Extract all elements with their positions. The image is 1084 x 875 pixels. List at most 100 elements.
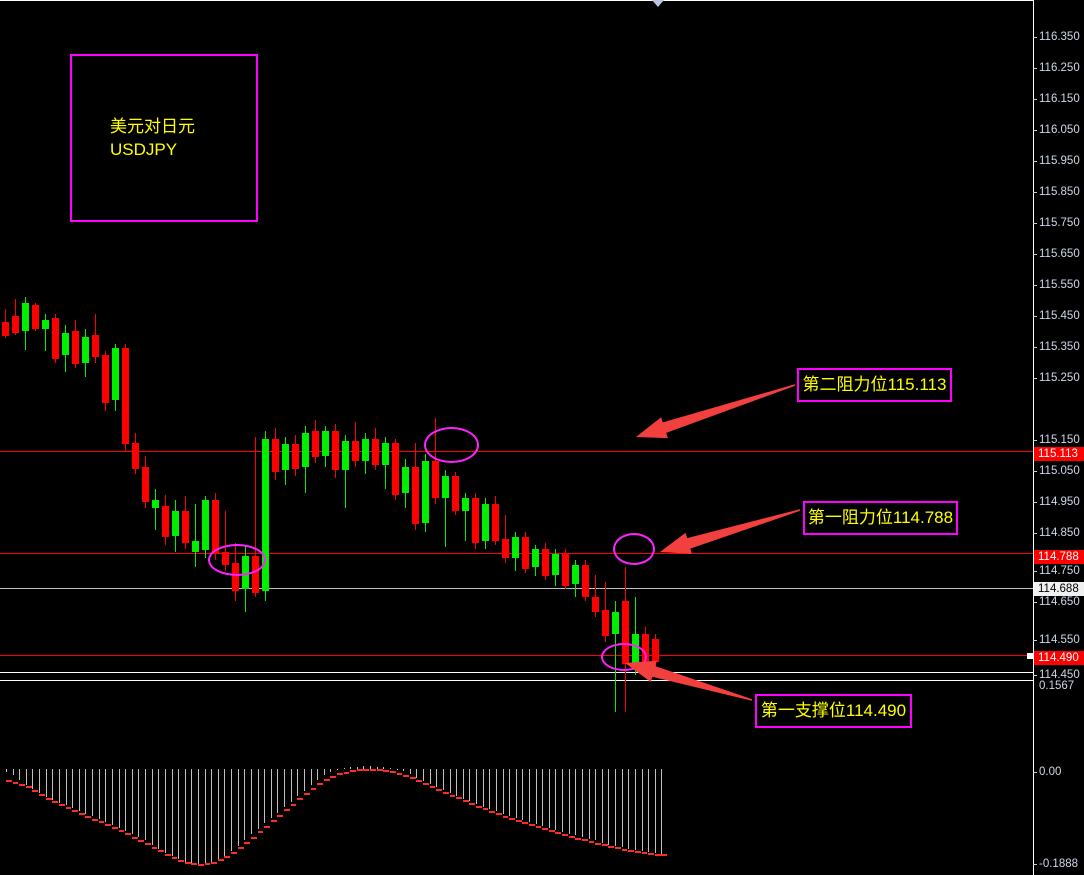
level-line-first-support[interactable] xyxy=(0,655,1033,656)
macd-signal-point xyxy=(612,845,615,848)
macd-histogram-bar xyxy=(164,769,166,853)
support-line-handle[interactable] xyxy=(1027,653,1033,659)
macd-signal-point xyxy=(367,769,370,772)
macd-signal-point xyxy=(301,798,304,801)
first-resistance-note[interactable]: 第一阻力位114.788 xyxy=(803,501,958,535)
macd-histogram-bar xyxy=(270,769,272,819)
macd-histogram-bar xyxy=(562,769,564,833)
macd-histogram-bar xyxy=(65,769,67,805)
candle-body xyxy=(612,611,619,635)
macd-signal-point xyxy=(347,771,350,774)
macd-histogram-bar xyxy=(449,769,451,793)
candle-wick xyxy=(195,503,196,568)
candle-body xyxy=(122,347,129,445)
macd-signal-point xyxy=(433,785,436,788)
macd-signal-point xyxy=(327,779,330,782)
candle-body xyxy=(12,316,19,333)
candle-body xyxy=(352,440,359,462)
macd-histogram-bar xyxy=(6,769,7,772)
candle-body xyxy=(572,565,579,584)
macd-signal-point xyxy=(407,774,409,777)
symbol-title-en: USDJPY xyxy=(110,140,178,159)
macd-histogram-bar xyxy=(396,769,398,771)
macd-signal-point xyxy=(241,846,244,849)
axis-tick xyxy=(1033,130,1037,131)
axis-tick xyxy=(1033,316,1037,317)
axis-tick-label: 115.950 xyxy=(1039,155,1080,167)
candle-body xyxy=(462,498,469,512)
price-axis[interactable] xyxy=(1033,0,1084,875)
price-tag-115-113[interactable]: 115.113 xyxy=(1034,447,1084,461)
candle-body xyxy=(652,638,659,663)
macd-signal-point xyxy=(400,772,403,775)
macd-histogram-bar xyxy=(171,769,173,856)
macd-signal-point xyxy=(605,844,608,847)
macd-signal-point xyxy=(466,800,469,803)
macd-signal-point xyxy=(234,851,237,854)
highlight-pullback[interactable] xyxy=(208,544,266,576)
macd-signal-point xyxy=(354,770,357,773)
candle-body xyxy=(332,431,339,471)
axis-tick xyxy=(1033,502,1037,503)
candle-body xyxy=(602,609,609,636)
axis-tick xyxy=(1033,37,1037,38)
indicator-axis-tick xyxy=(1033,772,1037,773)
macd-histogram-bar xyxy=(257,769,259,830)
macd-histogram-bar xyxy=(303,769,305,791)
level-line-bid-price[interactable] xyxy=(0,588,1033,589)
macd-signal-point xyxy=(221,859,224,862)
axis-tick xyxy=(1033,571,1037,572)
macd-histogram-bar xyxy=(204,769,206,864)
macd-signal-point xyxy=(572,835,575,838)
axis-tick xyxy=(1033,675,1037,676)
candle-body xyxy=(262,438,269,592)
macd-histogram-bar xyxy=(58,769,60,803)
axis-tick xyxy=(1033,68,1037,69)
macd-histogram-bar xyxy=(482,769,484,807)
level-line-spread-upper[interactable] xyxy=(0,672,1033,673)
candle-wick xyxy=(225,511,226,571)
candle-body xyxy=(32,304,39,330)
second-resistance-note[interactable]: 第二阻力位115.113 xyxy=(797,368,952,402)
first-support-note[interactable]: 第一支撑位114.490 xyxy=(755,694,912,728)
candle-body xyxy=(322,431,329,456)
highlight-second-resistance[interactable] xyxy=(424,427,479,463)
macd-signal-point xyxy=(314,787,317,790)
axis-tick-label: 116.150 xyxy=(1039,93,1080,105)
level-line-spread-lower[interactable] xyxy=(0,680,1033,681)
price-tag-114-788[interactable]: 114.788 xyxy=(1034,550,1084,564)
macd-signal-point xyxy=(115,827,118,830)
level-line-second-resistance[interactable] xyxy=(0,451,1033,452)
macd-signal-point xyxy=(162,850,165,853)
candle-body xyxy=(492,503,499,542)
highlight-first-resistance[interactable] xyxy=(613,533,655,565)
axis-tick-label: 115.850 xyxy=(1039,186,1080,198)
candle-body xyxy=(22,303,29,331)
macd-signal-point xyxy=(453,794,456,797)
candle-body xyxy=(132,442,139,469)
axis-tick xyxy=(1033,378,1037,379)
macd-histogram-bar xyxy=(462,769,464,799)
candle-wick xyxy=(595,574,596,618)
axis-tick-label: 114.750 xyxy=(1039,565,1080,577)
candle-body xyxy=(452,476,459,512)
macd-signal-point xyxy=(175,857,178,860)
annotation-text: 第二阻力位115.113 xyxy=(802,375,947,394)
macd-signal-point xyxy=(281,814,284,817)
price-tag-114-490[interactable]: 114.490 xyxy=(1034,651,1084,665)
macd-histogram-bar xyxy=(383,767,385,770)
macd-histogram-bar xyxy=(237,769,239,846)
candle-wick xyxy=(445,470,446,547)
macd-histogram-bar xyxy=(337,769,338,771)
candle-body xyxy=(42,319,49,330)
axis-tick xyxy=(1033,285,1037,286)
macd-signal-point xyxy=(82,812,85,815)
macd-histogram-bar xyxy=(469,769,471,801)
candle-body xyxy=(2,321,9,337)
price-plot-area[interactable] xyxy=(0,0,1033,745)
price-tag-114-688[interactable]: 114.688 xyxy=(1034,582,1084,596)
axis-tick-label: 115.350 xyxy=(1039,341,1080,353)
macd-indicator-panel[interactable] xyxy=(0,745,1033,875)
highlight-first-support[interactable] xyxy=(601,643,647,671)
macd-signal-point xyxy=(254,836,257,839)
